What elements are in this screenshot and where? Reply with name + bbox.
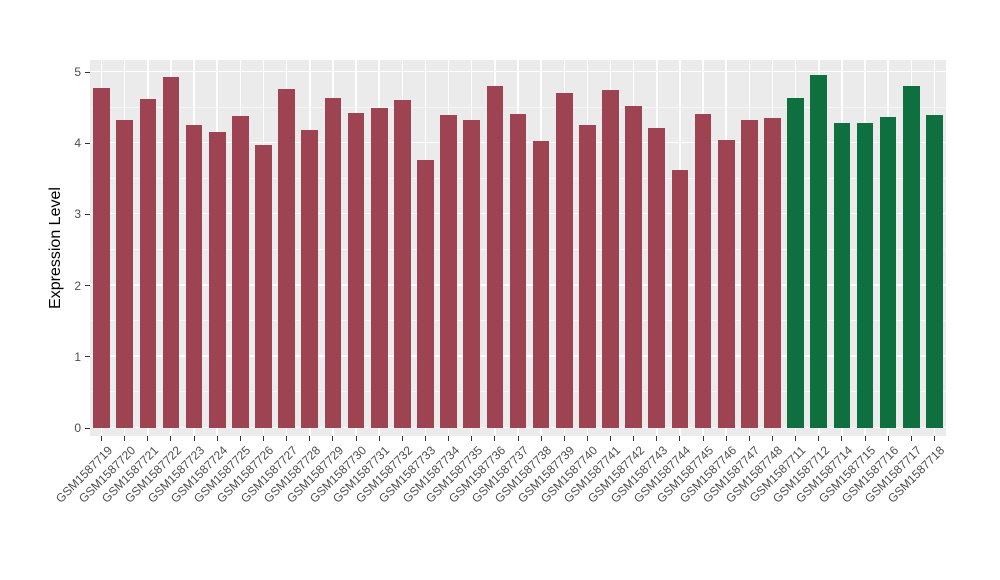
x-tick-mark [471,436,473,441]
y-tick-mark [85,213,90,215]
x-tick-mark [286,436,288,441]
bar-GSM1587711 [787,98,804,428]
bar-GSM1587747 [741,120,758,428]
bar-GSM1587748 [764,117,781,428]
bar-GSM1587712 [810,74,828,428]
x-tick-mark [355,436,357,441]
x-tick-mark [424,436,426,441]
bar-GSM1587722 [162,76,180,428]
y-tick-mark [85,427,90,429]
bar-GSM1587731 [370,107,388,428]
bar-GSM1587721 [139,99,157,428]
x-tick-mark [864,436,866,441]
x-tick-mark [540,436,542,441]
x-tick-mark [887,436,889,441]
y-tick-label: 0 [74,421,81,435]
x-tick-mark [401,436,403,441]
bar-GSM1587719 [93,87,110,428]
bar-GSM1587739 [555,93,573,428]
x-tick-mark [309,436,311,441]
x-tick-mark [841,436,843,441]
bar-GSM1587741 [602,89,619,428]
x-tick-mark [147,436,149,441]
x-tick-mark [933,436,935,441]
x-tick-mark [448,436,450,441]
bar-GSM1587714 [833,122,851,428]
x-tick-mark [702,436,704,441]
x-tick-mark [517,436,519,441]
x-tick-mark [679,436,681,441]
y-tick-label: 3 [74,207,81,222]
bar-GSM1587742 [625,106,642,428]
bar-GSM1587734 [440,114,457,428]
bar-GSM1587744 [671,170,689,428]
y-tick-mark [85,71,90,73]
y-tick-mark [85,356,90,358]
bar-GSM1587746 [717,140,735,428]
bar-GSM1587732 [393,100,411,428]
bar-GSM1587735 [463,120,481,428]
x-tick-mark [193,436,195,441]
x-tick-mark [101,436,103,441]
x-tick-mark [586,436,588,441]
bar-GSM1587717 [902,86,920,428]
x-tick-mark [656,436,658,441]
bar-GSM1587729 [324,97,342,428]
y-tick-mark [85,142,90,144]
y-tick-label: 5 [74,65,81,79]
bar-GSM1587745 [694,114,712,428]
x-tick-mark [795,436,797,441]
x-tick-mark [748,436,750,441]
bar-GSM1587715 [856,122,874,428]
bar-GSM1587740 [579,124,596,428]
bar-GSM1587730 [347,113,365,428]
x-tick-mark [332,436,334,441]
x-tick-mark [378,436,380,441]
x-tick-mark [170,436,172,441]
plot-panel [90,60,946,436]
x-tick-mark [610,436,612,441]
x-tick-mark [910,436,912,441]
x-tick-mark [633,436,635,441]
y-tick-label: 4 [74,136,81,151]
bar-GSM1587733 [417,159,434,428]
x-tick-mark [771,436,773,441]
bar-GSM1587736 [486,86,504,428]
x-tick-mark [263,436,264,441]
bar-GSM1587728 [301,129,319,428]
bar-GSM1587716 [879,116,897,428]
y-tick-label: 1 [74,349,81,364]
x-tick-mark [494,436,496,441]
bar-GSM1587737 [509,114,527,428]
bar-GSM1587727 [278,89,295,428]
bar-GSM1587718 [926,114,943,428]
bar-GSM1587726 [255,145,272,428]
bar-GSM1587738 [532,141,550,428]
x-tick-mark [725,436,727,441]
y-tick-mark [85,285,90,287]
bar-GSM1587723 [185,124,203,428]
x-tick-mark [216,436,218,441]
y-tick-label: 2 [74,278,81,293]
x-tick-mark [124,436,126,441]
x-tick-mark [563,436,565,441]
bar-GSM1587724 [208,131,226,428]
x-tick-mark [239,436,241,441]
x-tick-mark [818,436,820,441]
bar-GSM1587725 [232,116,249,428]
bar-GSM1587743 [648,127,666,428]
bar-GSM1587720 [116,120,134,428]
